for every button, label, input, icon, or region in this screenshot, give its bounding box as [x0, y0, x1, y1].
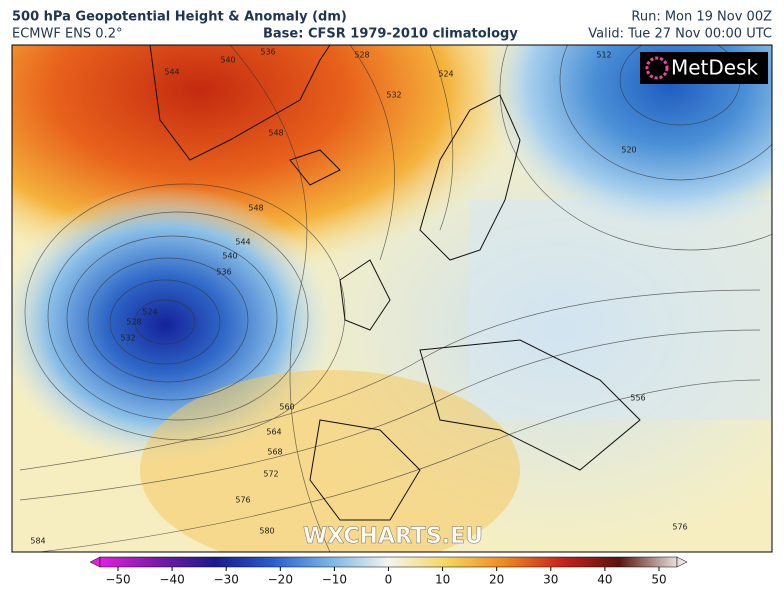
colorbar-tick-label: 50: [651, 573, 666, 587]
colorbar-min: [89, 556, 101, 568]
contour-label: 544: [164, 68, 179, 77]
contour-label: 532: [386, 91, 401, 100]
contour-label: 540: [222, 252, 237, 261]
contour-label: 556: [630, 394, 645, 403]
contour-label: 564: [266, 428, 281, 437]
watermark: WXCHARTS.EU: [303, 524, 483, 549]
contour-label: 568: [267, 448, 282, 457]
contour-label: 512: [596, 51, 611, 60]
colorbar-tick-label: 40: [597, 573, 612, 587]
logo-box: [640, 52, 768, 84]
contour-label: 544: [235, 238, 250, 247]
contour-label: 524: [438, 70, 453, 79]
contour-label: 548: [268, 129, 283, 138]
contour-label: 532: [120, 334, 135, 343]
base: Base: CFSR 1979-2010 climatology: [263, 27, 518, 42]
colorbar-tick-label: −20: [268, 573, 293, 587]
title: 500 hPa Geopotential Height & Anomaly (d…: [12, 10, 347, 25]
colorbar-tick-label: −30: [214, 573, 239, 587]
contour-label: 528: [354, 51, 369, 60]
logo-icon: [645, 56, 669, 80]
map: [12, 45, 772, 552]
colorbar-tick-label: −10: [322, 573, 347, 587]
map-frame: [11, 44, 773, 553]
contour-label: 580: [259, 527, 274, 536]
contour-label: 524: [142, 308, 157, 317]
colorbar-tick-label: 0: [385, 573, 393, 587]
valid: Valid: Tue 27 Nov 00:00 UTC: [588, 27, 772, 42]
contour-label: 572: [263, 470, 278, 479]
contour-label: 576: [235, 496, 250, 505]
contour-label: 540: [220, 56, 235, 65]
colorbar-tick-label: −50: [105, 573, 130, 587]
contour-label: 520: [621, 146, 636, 155]
logo: MetDesk: [671, 56, 759, 80]
colorbar-tick-label: 10: [435, 573, 450, 587]
colorbar-tick-label: 30: [543, 573, 558, 587]
model: ECMWF ENS 0.2°: [12, 27, 122, 42]
colorbar-tick-label: 20: [489, 573, 504, 587]
contour-label: 536: [260, 48, 275, 57]
contour-label: 576: [672, 523, 687, 532]
contour-label: 560: [279, 403, 294, 412]
contour-label: 584: [30, 537, 45, 546]
colorbar-tick-label: −40: [159, 573, 184, 587]
colorbar: [99, 556, 678, 568]
contour-label: 528: [126, 318, 141, 327]
contour-label: 548: [248, 204, 263, 213]
colorbar-max: [676, 556, 688, 568]
contour-label: 536: [216, 268, 231, 277]
run: Run: Mon 19 Nov 00Z: [631, 10, 772, 25]
